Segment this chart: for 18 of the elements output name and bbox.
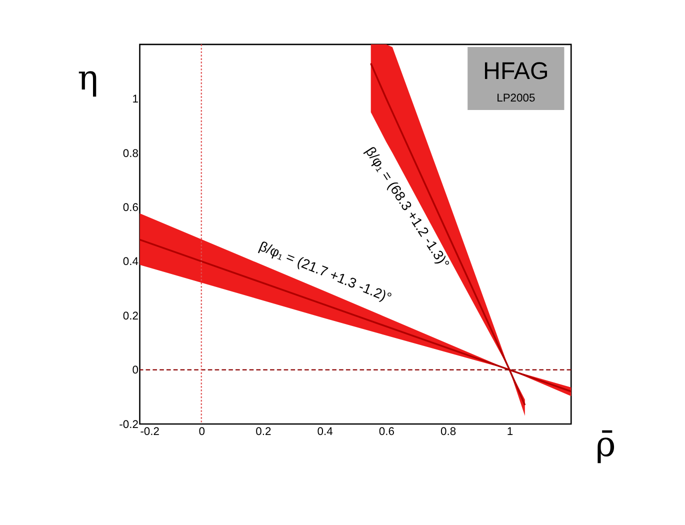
y-axis-title: η <box>78 58 98 98</box>
annotation: LP2005 <box>496 92 536 104</box>
x-tick-label: 1 <box>506 426 514 438</box>
y-tick-label: 0.4 <box>122 256 138 268</box>
y-tick-label: 0 <box>132 364 138 377</box>
y-tick-label: 0.2 <box>122 310 138 322</box>
x-tick-label: -0.2 <box>140 426 160 438</box>
annotation: β/φ₁ = (21.7 +1.3 -1.2)° <box>256 238 394 306</box>
x-tick-label: 0.4 <box>317 426 333 438</box>
x-tick-label: 0.8 <box>440 426 456 438</box>
annotation: HFAG <box>483 58 549 85</box>
y-tick-label: 0.6 <box>122 202 138 214</box>
x-tick-label: 0 <box>198 426 205 438</box>
y-tick-label: 0.8 <box>122 148 138 160</box>
x-tick-label: 0.2 <box>256 426 272 438</box>
x-axis-title: ρ̄ <box>595 424 616 465</box>
x-tick-label: 0.6 <box>378 426 394 438</box>
y-tick-label: 1 <box>132 94 138 106</box>
